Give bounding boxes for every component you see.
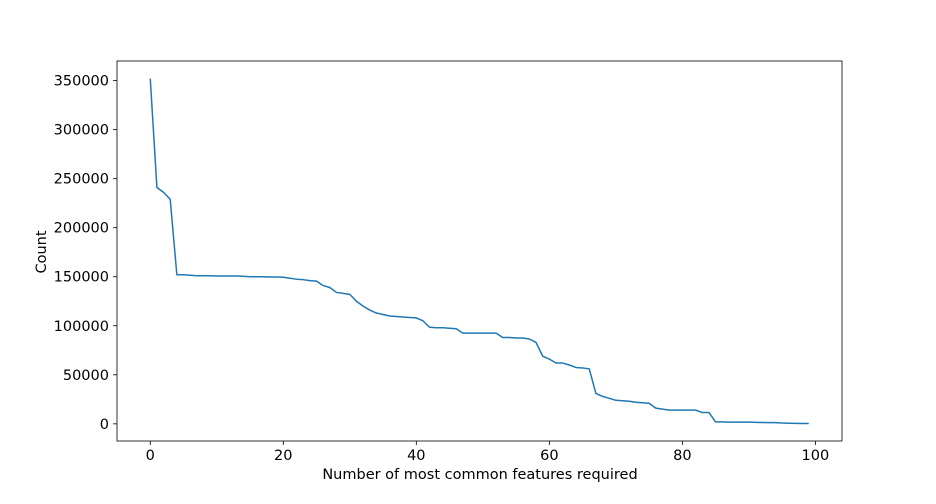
x-tick-label: 20: [274, 448, 292, 464]
y-tick-label: 200000: [54, 221, 109, 237]
y-tick-label: 350000: [54, 74, 109, 90]
y-tick-label: 300000: [54, 123, 109, 139]
y-axis: 0 50000 100000 150000 200000 250000 300000 3500…: [54, 74, 117, 433]
y-tick-label: 250000: [54, 172, 109, 188]
x-tick-label: 80: [673, 448, 691, 464]
y-axis-label: Count: [34, 230, 50, 273]
y-tick-label: 0: [100, 417, 109, 433]
y-tick-label: 50000: [63, 368, 109, 384]
x-axis-label: Number of most common features required: [322, 467, 637, 483]
plot-area: [116, 60, 843, 442]
x-tick-label: 60: [540, 448, 558, 464]
x-tick-label: 0: [146, 448, 155, 464]
series-line-0: [149, 78, 809, 425]
y-tick-label: 100000: [54, 319, 109, 335]
x-tick-label: 100: [802, 448, 830, 464]
y-tick-label: 150000: [54, 270, 109, 286]
plot-frame: [116, 60, 843, 442]
x-axis: 0 20 40 60 80 100: [146, 441, 830, 464]
x-tick-label: 40: [407, 448, 425, 464]
